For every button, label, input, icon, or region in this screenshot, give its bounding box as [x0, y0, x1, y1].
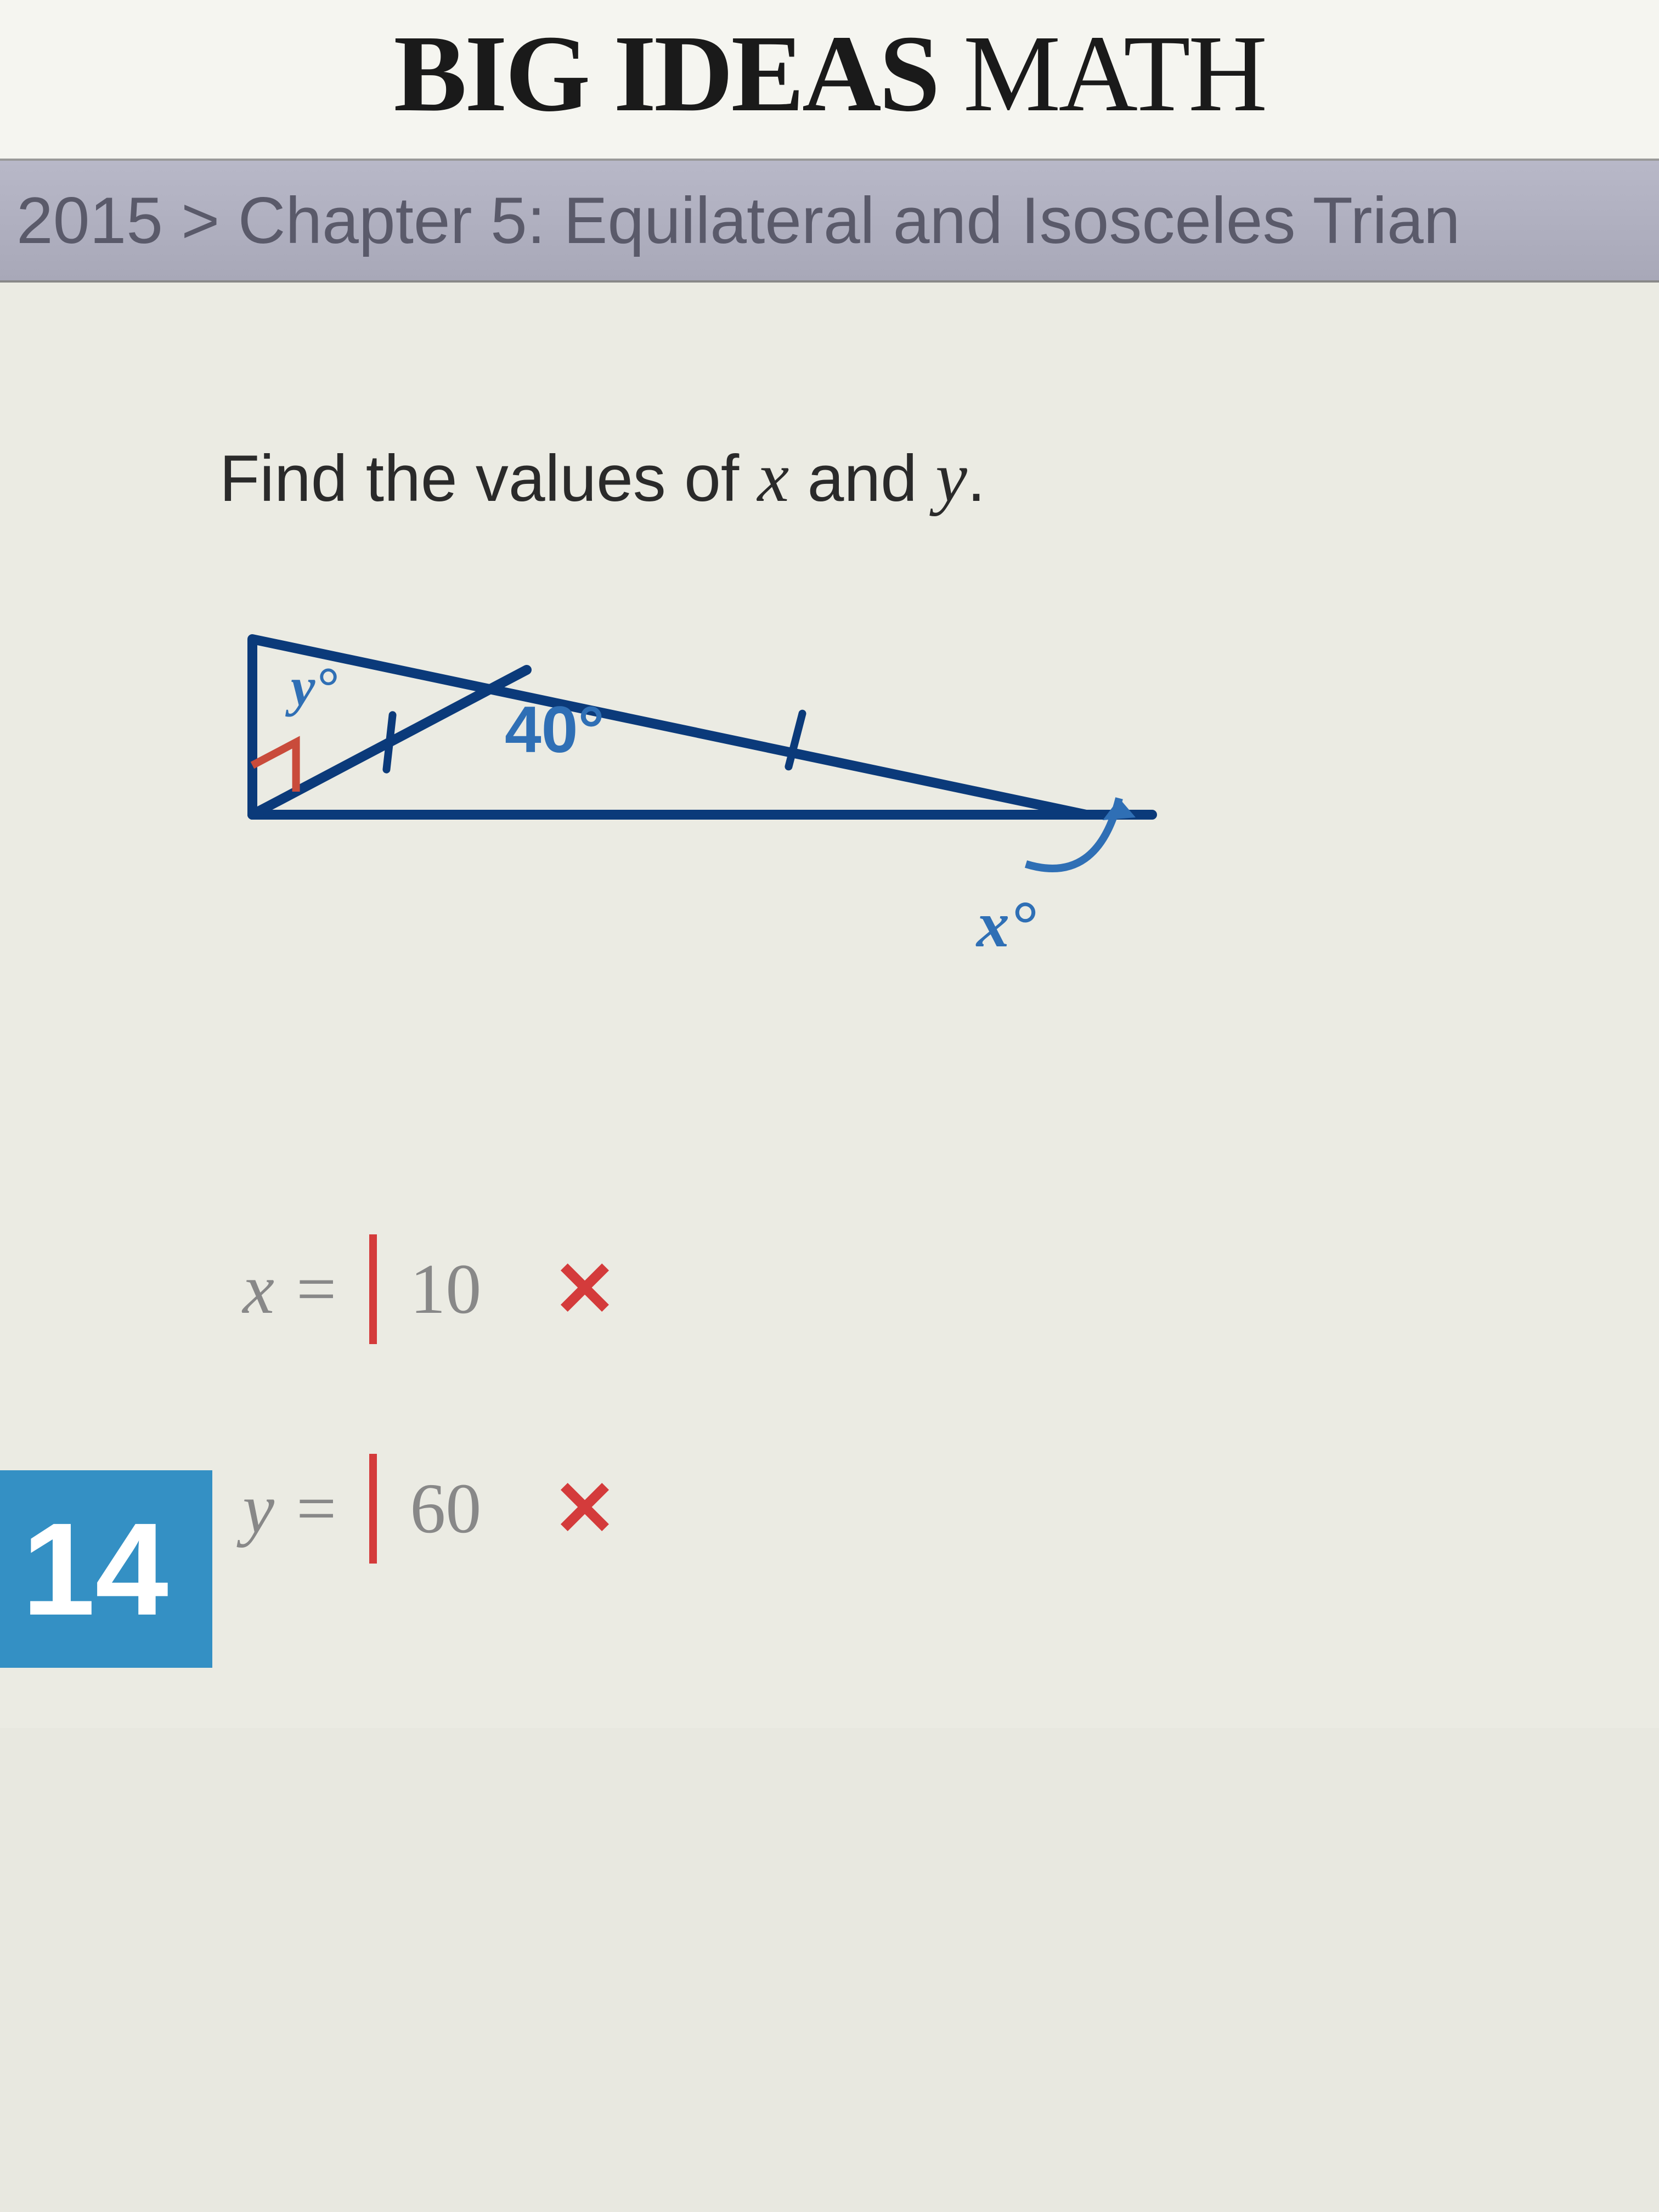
prompt-var-x: x: [758, 438, 789, 517]
question-content: Find the values of x and y. y° 40° x° x = …: [0, 283, 1659, 1728]
breadcrumb-chapter[interactable]: Chapter 5: Equilateral and Isosceles Tri…: [238, 184, 1460, 257]
wrong-icon: ✕: [552, 1245, 617, 1334]
answer-x-equals: =: [296, 1248, 336, 1330]
answer-x-value[interactable]: 10: [410, 1248, 520, 1330]
answer-x-label: x: [230, 1248, 274, 1330]
breadcrumb-bar: 2015 > Chapter 5: Equilateral and Isosce…: [0, 161, 1659, 283]
answer-y-label: y: [230, 1468, 274, 1550]
wrong-icon: ✕: [552, 1464, 617, 1554]
answer-y-equals: =: [296, 1468, 336, 1550]
logo-part-big: BIG: [394, 13, 614, 134]
logo-part-math: MATH: [963, 13, 1266, 134]
breadcrumb-separator: >: [163, 184, 238, 257]
breadcrumb-year[interactable]: 2015: [16, 184, 163, 257]
breadcrumb[interactable]: 2015 > Chapter 5: Equilateral and Isosce…: [16, 183, 1643, 258]
question-number: 14: [22, 1496, 168, 1643]
svg-text:x°: x°: [975, 888, 1036, 961]
answer-y-marker-bar: [369, 1454, 377, 1564]
question-prompt: Find the values of x and y.: [219, 436, 1560, 518]
answer-x-marker-bar: [369, 1234, 377, 1344]
prompt-text-post: .: [967, 442, 985, 515]
question-number-badge: 14: [0, 1470, 212, 1668]
answer-y-value[interactable]: 60: [410, 1468, 520, 1550]
prompt-var-y: y: [935, 438, 967, 517]
answer-row-x: x = 10 ✕: [230, 1234, 1560, 1344]
svg-text:y°: y°: [285, 656, 337, 717]
logo: BIG IDEAS MATH: [0, 11, 1659, 137]
answer-row-y: y = 60 ✕: [230, 1454, 1560, 1564]
triangle-svg: y° 40° x°: [230, 617, 1163, 1012]
answers-block: x = 10 ✕ y = 60 ✕: [230, 1234, 1560, 1564]
prompt-text-mid: and: [789, 442, 935, 515]
prompt-text-pre: Find the values of: [219, 442, 758, 515]
logo-part-ideas: IDEAS: [613, 13, 963, 134]
app-header: BIG IDEAS MATH: [0, 0, 1659, 161]
svg-text:40°: 40°: [505, 693, 604, 766]
triangle-diagram: y° 40° x°: [230, 617, 1560, 1015]
